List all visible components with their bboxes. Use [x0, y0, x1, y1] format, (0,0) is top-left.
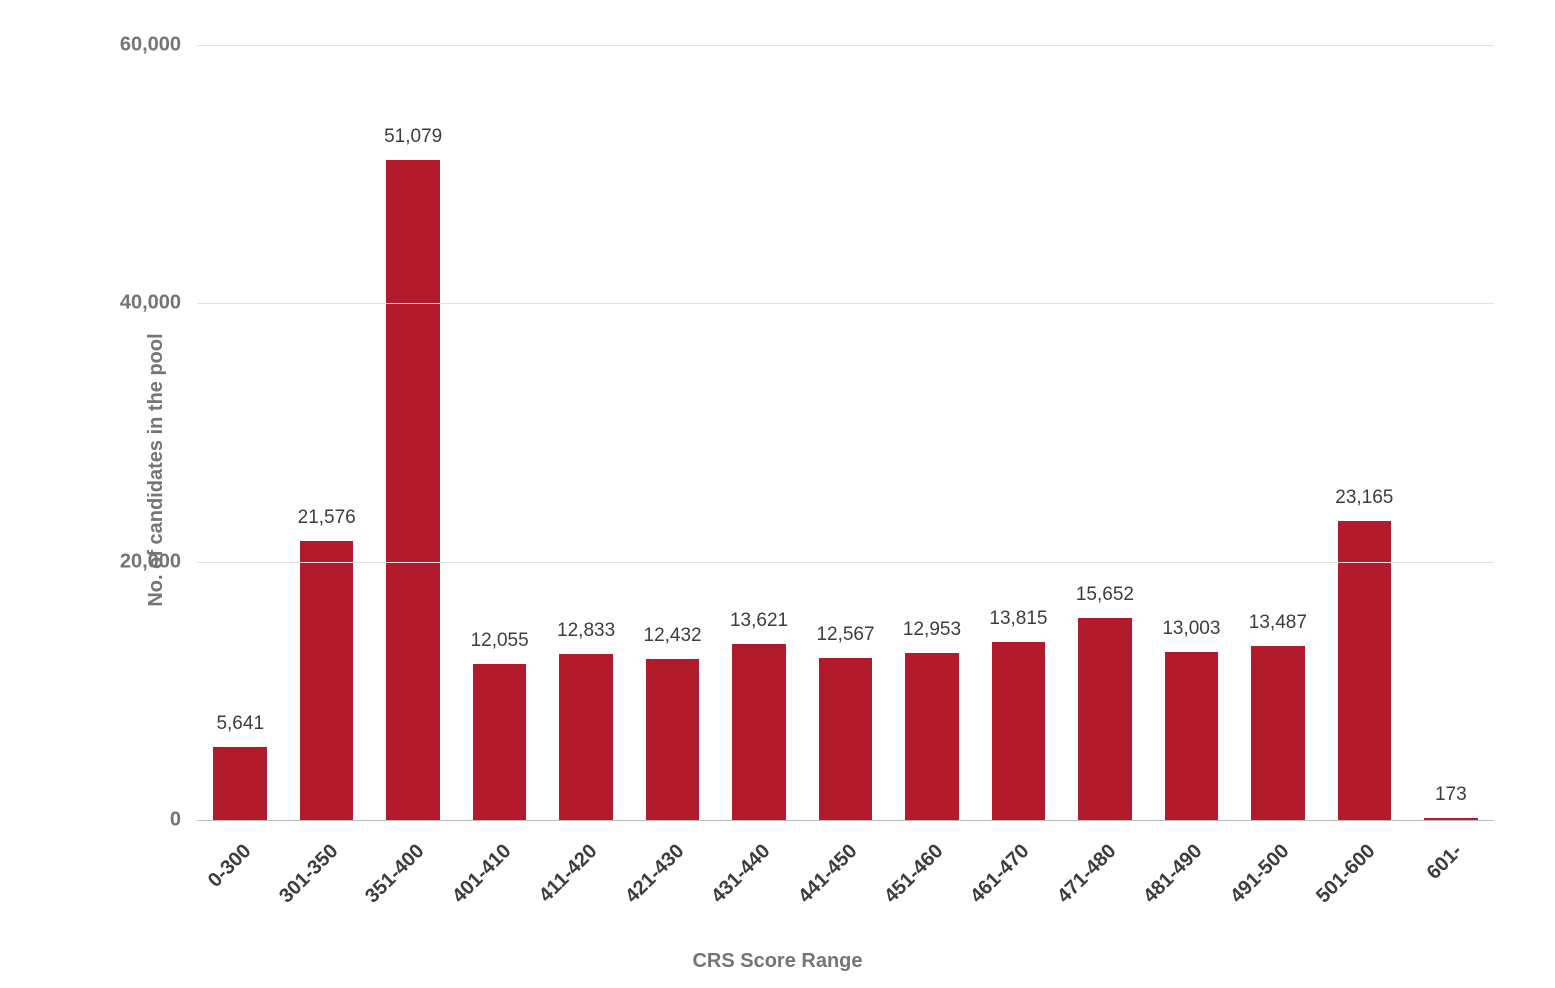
x-tick-label: 451-460	[880, 840, 948, 908]
bar-slot: 12,432421-430	[629, 45, 715, 820]
bar-value-label: 21,576	[298, 507, 356, 529]
gridline	[197, 45, 1494, 46]
x-tick-label: 461-470	[967, 840, 1035, 908]
bar-value-label: 13,621	[730, 610, 788, 632]
bar	[1338, 521, 1392, 820]
bar	[819, 658, 873, 820]
x-tick-label: 401-410	[448, 840, 516, 908]
bar-slot: 21,576301-350	[283, 45, 369, 820]
bar-slot: 13,815461-470	[975, 45, 1061, 820]
bar-slot: 13,003481-490	[1148, 45, 1234, 820]
bar-value-label: 13,487	[1249, 612, 1307, 634]
x-tick-label: 491-500	[1226, 840, 1294, 908]
bar-value-label: 12,567	[816, 624, 874, 646]
bar-value-label: 13,003	[1162, 618, 1220, 640]
bar-slot: 12,953451-460	[889, 45, 975, 820]
x-tick-label: 0-300	[204, 840, 256, 892]
x-tick-label: 471-480	[1053, 840, 1121, 908]
bar	[300, 541, 354, 820]
x-tick-label: 441-450	[794, 840, 862, 908]
bar-value-label: 23,165	[1335, 487, 1393, 509]
bar-slot: 15,652471-480	[1062, 45, 1148, 820]
bar-value-label: 51,079	[384, 126, 442, 148]
bar	[905, 653, 959, 820]
x-tick-label: 411-420	[535, 840, 602, 907]
bar	[1078, 618, 1132, 820]
y-tick-label: 40,000	[120, 292, 197, 315]
bar	[732, 644, 786, 820]
bar	[559, 654, 613, 820]
bar	[386, 160, 440, 820]
bar-slot: 51,079351-400	[370, 45, 456, 820]
bar	[213, 747, 267, 820]
bar	[473, 664, 527, 820]
bar-value-label: 13,815	[989, 608, 1047, 630]
x-tick-label: 431-440	[707, 840, 775, 908]
gridline	[197, 303, 1494, 304]
plot-area: 5,6410-30021,576301-35051,079351-40012,0…	[197, 45, 1494, 820]
bar-chart: No. of candidates in the pool CRS Score …	[0, 0, 1555, 988]
x-tick-label: 351-400	[361, 840, 429, 908]
x-axis-baseline	[197, 820, 1494, 821]
bar-value-label: 12,953	[903, 619, 961, 641]
x-axis-title: CRS Score Range	[692, 950, 862, 973]
x-tick-label: 301-350	[275, 840, 343, 908]
bar	[1251, 646, 1305, 820]
bars-row: 5,6410-30021,576301-35051,079351-40012,0…	[197, 45, 1494, 820]
bar	[992, 642, 1046, 820]
gridline	[197, 562, 1494, 563]
bar-slot: 5,6410-300	[197, 45, 283, 820]
bar-value-label: 12,432	[644, 625, 702, 647]
y-tick-label: 60,000	[120, 34, 197, 57]
bar-slot: 12,833411-420	[543, 45, 629, 820]
x-tick-label: 481-490	[1139, 840, 1207, 908]
bar-slot: 23,165501-600	[1321, 45, 1407, 820]
bar-value-label: 15,652	[1076, 584, 1134, 606]
x-tick-label: 501-600	[1312, 840, 1380, 908]
bar-value-label: 12,055	[471, 630, 529, 652]
bar-slot: 173601-	[1408, 45, 1494, 820]
y-tick-label: 20,000	[120, 550, 197, 573]
bar	[646, 659, 700, 820]
bar-value-label: 12,833	[557, 620, 615, 642]
bar-slot: 12,055401-410	[456, 45, 542, 820]
x-tick-label: 421-430	[621, 840, 689, 908]
x-tick-label: 601-	[1422, 840, 1467, 885]
bar-slot: 13,487491-500	[1235, 45, 1321, 820]
bar	[1165, 652, 1219, 820]
bar-value-label: 5,641	[216, 713, 264, 735]
bar-slot: 12,567441-450	[802, 45, 888, 820]
bar-value-label: 173	[1435, 784, 1467, 806]
bar-slot: 13,621431-440	[716, 45, 802, 820]
y-tick-label: 0	[170, 809, 197, 832]
